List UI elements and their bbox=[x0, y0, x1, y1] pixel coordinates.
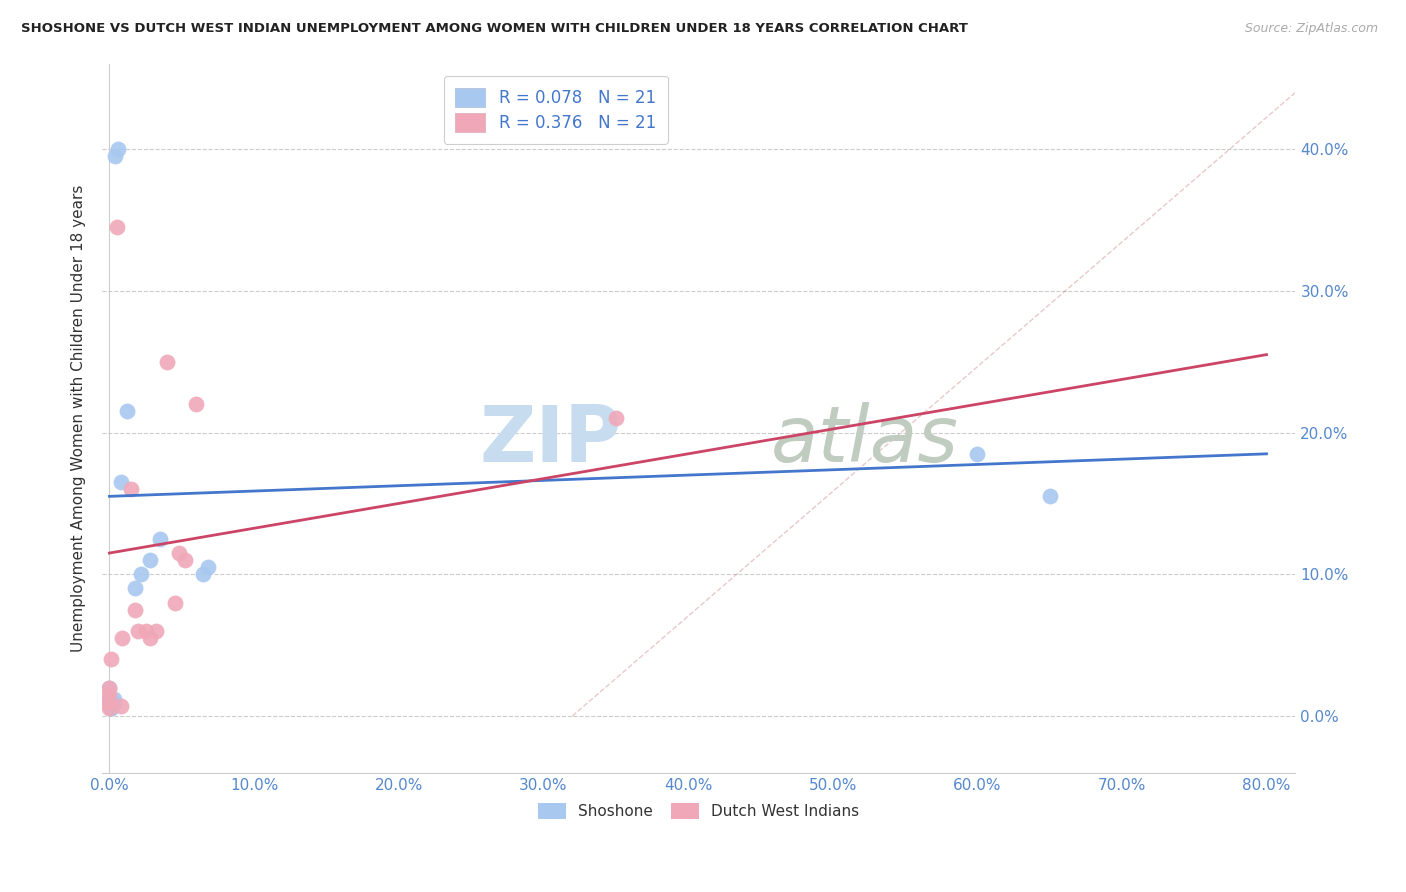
Point bbox=[103, 692, 125, 706]
Point bbox=[139, 553, 162, 567]
Point bbox=[186, 397, 208, 411]
Text: SHOSHONE VS DUTCH WEST INDIAN UNEMPLOYMENT AMONG WOMEN WITH CHILDREN UNDER 18 YE: SHOSHONE VS DUTCH WEST INDIAN UNEMPLOYME… bbox=[21, 22, 967, 36]
Point bbox=[197, 560, 219, 574]
Point bbox=[139, 631, 162, 645]
Point bbox=[110, 699, 132, 714]
Text: atlas: atlas bbox=[770, 401, 959, 477]
Point bbox=[129, 567, 152, 582]
Point bbox=[124, 603, 146, 617]
Point bbox=[124, 582, 146, 596]
Point bbox=[156, 354, 179, 368]
Point bbox=[966, 447, 988, 461]
Point bbox=[100, 652, 122, 666]
Point bbox=[120, 483, 142, 497]
Point bbox=[163, 596, 186, 610]
Point bbox=[167, 546, 190, 560]
Point bbox=[605, 411, 627, 425]
Y-axis label: Unemployment Among Women with Children Under 18 years: Unemployment Among Women with Children U… bbox=[72, 185, 86, 652]
Point bbox=[103, 696, 125, 710]
Point bbox=[110, 475, 132, 490]
Point bbox=[127, 624, 149, 638]
Point bbox=[1038, 489, 1060, 503]
Point bbox=[100, 700, 122, 714]
Point bbox=[98, 692, 121, 706]
Point bbox=[100, 700, 122, 714]
Point bbox=[98, 681, 121, 695]
Point bbox=[107, 142, 129, 156]
Point bbox=[145, 624, 167, 638]
Point bbox=[98, 681, 121, 695]
Point bbox=[173, 553, 195, 567]
Point bbox=[115, 404, 138, 418]
Point bbox=[105, 220, 128, 235]
Point bbox=[111, 631, 134, 645]
Text: ZIP: ZIP bbox=[479, 401, 621, 477]
Point bbox=[98, 695, 121, 709]
Point bbox=[98, 698, 121, 712]
Point bbox=[98, 700, 121, 714]
Legend: Shoshone, Dutch West Indians: Shoshone, Dutch West Indians bbox=[533, 797, 865, 825]
Point bbox=[193, 567, 215, 582]
Point bbox=[135, 624, 157, 638]
Point bbox=[104, 149, 127, 163]
Point bbox=[98, 688, 121, 702]
Text: Source: ZipAtlas.com: Source: ZipAtlas.com bbox=[1244, 22, 1378, 36]
Point bbox=[149, 532, 172, 546]
